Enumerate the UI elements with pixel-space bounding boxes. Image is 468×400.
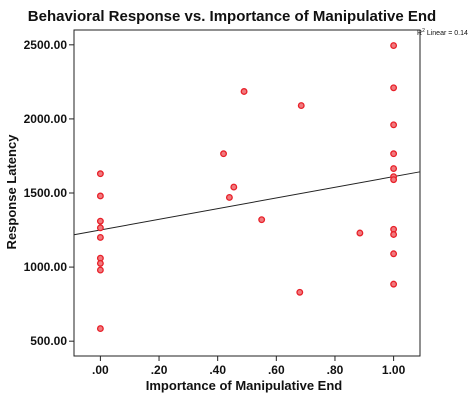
data-point [390,280,398,288]
r2-text: Linear = 0.14 [427,30,468,37]
data-point [390,121,398,129]
data-point [96,259,104,267]
x-tick-label: .60 [268,363,285,377]
x-tick-label: 1.00 [382,363,406,377]
data-point [96,192,104,200]
data-point [225,193,233,201]
data-point [390,165,398,172]
data-point [96,224,104,232]
plot-frame [73,29,421,357]
fit-line [73,171,421,236]
data-point [390,150,398,158]
y-tick-label: 1500.00 [24,186,68,200]
x-tick-label: .40 [209,363,226,377]
y-axis-label: Response Latency [4,134,19,250]
chart-title: Behavioral Response vs. Importance of Ma… [28,8,436,25]
x-tick-label: .20 [151,363,168,377]
data-point [96,217,104,225]
y-tick-label: 2000.00 [24,112,68,126]
data-point [390,42,398,50]
data-point [297,102,305,110]
data-point [390,250,398,258]
data-point [258,216,266,224]
y-tick-label: 1000.00 [24,260,68,274]
x-tick-label: .00 [92,363,109,377]
r2-superscript: 2 [422,28,425,34]
y-tick-label: 500.00 [30,334,67,348]
data-point [96,170,104,178]
data-point [390,231,398,238]
data-point [96,234,104,241]
data-point [390,176,398,184]
data-point [390,84,398,92]
plot-area: 500.00 1000.00 1500.00 2000.00 2500.00 .00 .20… [24,29,421,377]
data-point [220,150,227,158]
data-point [230,183,238,191]
x-axis-label: Importance of Manipulative End [146,378,343,393]
x-tick-label: .80 [327,363,344,377]
data-point [296,288,304,296]
data-point [96,325,104,333]
r2-prefix: R [417,30,422,37]
data-point [96,266,104,274]
data-point [240,88,248,95]
y-tick-label: 2500.00 [24,38,68,52]
data-point [356,229,364,237]
